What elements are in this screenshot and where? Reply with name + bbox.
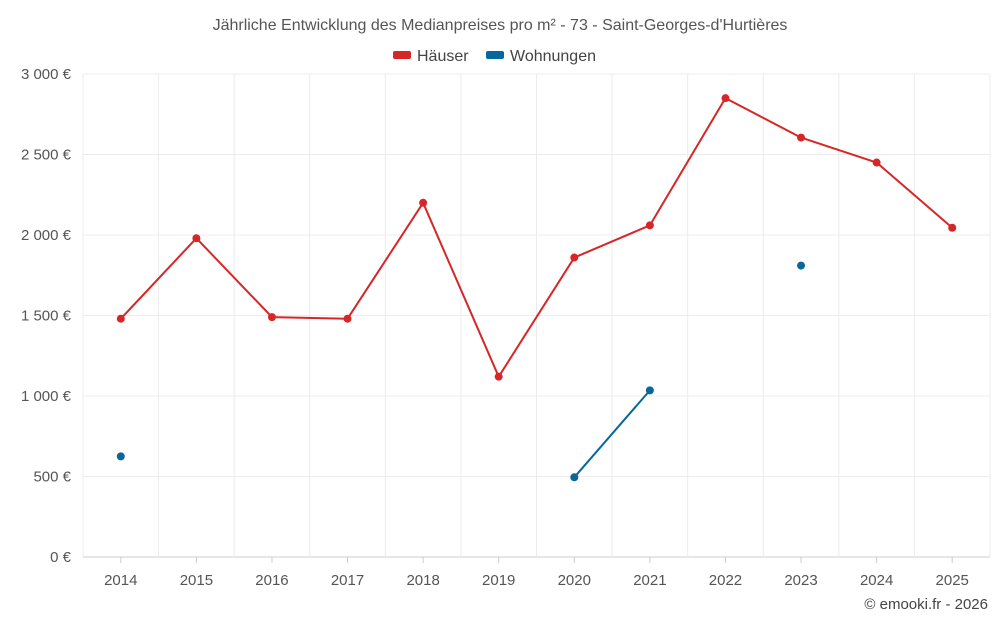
y-tick-label: 1 000 € bbox=[21, 388, 72, 405]
axes: 0 € 500 € 1 000 € 1 500 € 2 000 € 2 500 € 3 00… bbox=[21, 66, 969, 589]
legend-swatch bbox=[486, 51, 504, 59]
y-tick-label: 3 000 € bbox=[21, 66, 72, 83]
x-tick-label: 2014 bbox=[104, 572, 137, 589]
x-tick-label: 2024 bbox=[860, 572, 893, 589]
x-tick-label: 2020 bbox=[558, 572, 591, 589]
series-1 bbox=[116, 261, 806, 482]
x-tick-label: 2021 bbox=[633, 572, 666, 589]
y-tick-label: 0 € bbox=[50, 549, 72, 566]
data-point[interactable] bbox=[872, 158, 881, 167]
data-point[interactable] bbox=[570, 253, 579, 262]
data-point[interactable] bbox=[267, 313, 276, 322]
x-tick-label: 2017 bbox=[331, 572, 364, 589]
legend-label: Wohnungen bbox=[510, 48, 596, 65]
x-tick-label: 2018 bbox=[406, 572, 439, 589]
series-line bbox=[573, 389, 651, 478]
credit-text: © emooki.fr - 2026 bbox=[864, 596, 988, 613]
y-tick-label: 1 500 € bbox=[21, 308, 72, 325]
data-point[interactable] bbox=[721, 94, 730, 103]
data-point[interactable] bbox=[948, 223, 957, 232]
legend-item[interactable]: Wohnungen bbox=[486, 48, 596, 65]
series-layer bbox=[116, 94, 957, 482]
x-tick-label: 2025 bbox=[936, 572, 969, 589]
y-tick-label: 2 000 € bbox=[21, 227, 72, 244]
x-tick-label: 2019 bbox=[482, 572, 515, 589]
data-point[interactable] bbox=[192, 234, 201, 243]
data-point[interactable] bbox=[797, 261, 806, 270]
data-point[interactable] bbox=[116, 314, 125, 323]
legend-label: Häuser bbox=[417, 48, 469, 65]
x-tick-label: 2016 bbox=[255, 572, 288, 589]
data-point[interactable] bbox=[645, 221, 654, 230]
y-tick-label: 2 500 € bbox=[21, 147, 72, 164]
data-point[interactable] bbox=[570, 473, 579, 482]
data-point[interactable] bbox=[116, 452, 125, 461]
chart-title: Jährliche Entwicklung des Medianpreises … bbox=[213, 17, 788, 34]
x-tick-label: 2022 bbox=[709, 572, 742, 589]
legend-swatch bbox=[393, 51, 411, 59]
series-0 bbox=[116, 94, 957, 381]
legend: Häuser Wohnungen bbox=[393, 48, 596, 65]
series-line bbox=[120, 97, 953, 378]
legend-item[interactable]: Häuser bbox=[393, 48, 469, 65]
x-tick-label: 2015 bbox=[180, 572, 213, 589]
data-point[interactable] bbox=[494, 372, 503, 381]
data-point[interactable] bbox=[645, 386, 654, 395]
data-point[interactable] bbox=[797, 133, 806, 142]
x-tick-label: 2023 bbox=[784, 572, 817, 589]
data-point[interactable] bbox=[419, 198, 428, 207]
y-tick-label: 500 € bbox=[33, 469, 71, 486]
data-point[interactable] bbox=[343, 314, 352, 323]
